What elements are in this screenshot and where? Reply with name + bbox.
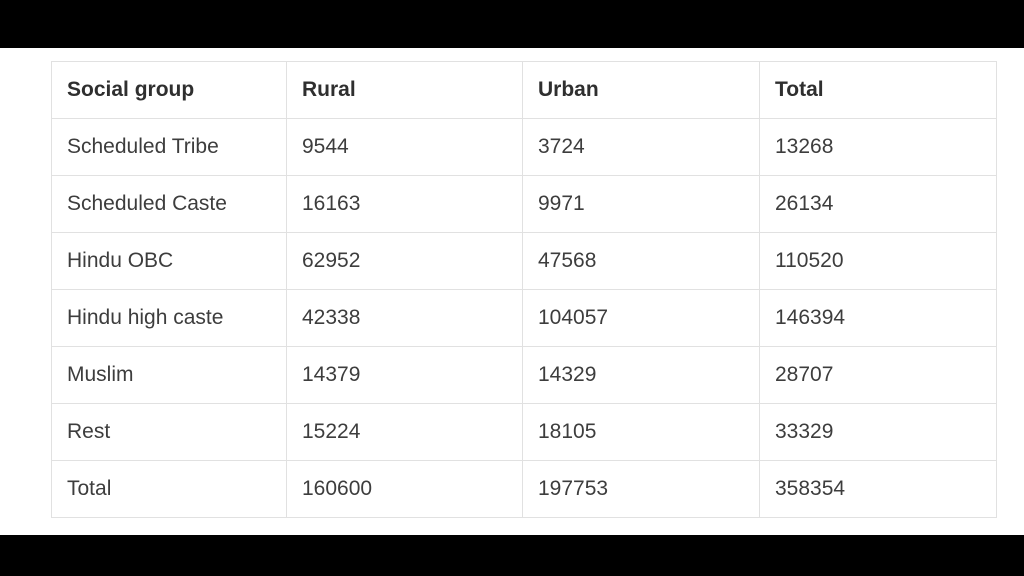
- header-urban: Urban: [522, 61, 760, 119]
- social-group-table: Social group Rural Urban Total Scheduled…: [51, 61, 997, 518]
- cell-urban: 197753: [522, 460, 760, 518]
- cell-social-group: Hindu OBC: [51, 232, 287, 290]
- cell-total: 33329: [759, 403, 997, 461]
- letterbox-bottom: [0, 535, 1024, 576]
- cell-social-group: Rest: [51, 403, 287, 461]
- letterbox-top: [0, 0, 1024, 48]
- cell-total: 26134: [759, 175, 997, 233]
- cell-social-group: Total: [51, 460, 287, 518]
- header-total: Total: [759, 61, 997, 119]
- cell-total: 146394: [759, 289, 997, 347]
- cell-urban: 104057: [522, 289, 760, 347]
- table-row: Rest 15224 18105 33329: [51, 403, 997, 461]
- cell-total: 110520: [759, 232, 997, 290]
- header-rural: Rural: [286, 61, 523, 119]
- page-content: Social group Rural Urban Total Scheduled…: [0, 48, 1024, 535]
- table-header-row: Social group Rural Urban Total: [51, 61, 997, 119]
- cell-social-group: Hindu high caste: [51, 289, 287, 347]
- table-row: Scheduled Caste 16163 9971 26134: [51, 175, 997, 233]
- cell-rural: 42338: [286, 289, 523, 347]
- cell-urban: 14329: [522, 346, 760, 404]
- cell-urban: 3724: [522, 118, 760, 176]
- cell-social-group: Scheduled Tribe: [51, 118, 287, 176]
- table-row-total: Total 160600 197753 358354: [51, 460, 997, 518]
- table-row: Muslim 14379 14329 28707: [51, 346, 997, 404]
- cell-social-group: Muslim: [51, 346, 287, 404]
- cell-urban: 47568: [522, 232, 760, 290]
- cell-social-group: Scheduled Caste: [51, 175, 287, 233]
- table-row: Scheduled Tribe 9544 3724 13268: [51, 118, 997, 176]
- header-social-group: Social group: [51, 61, 287, 119]
- cell-total: 358354: [759, 460, 997, 518]
- cell-rural: 160600: [286, 460, 523, 518]
- cell-total: 28707: [759, 346, 997, 404]
- cell-rural: 9544: [286, 118, 523, 176]
- cell-total: 13268: [759, 118, 997, 176]
- cell-rural: 16163: [286, 175, 523, 233]
- cell-urban: 9971: [522, 175, 760, 233]
- table-row: Hindu OBC 62952 47568 110520: [51, 232, 997, 290]
- cell-rural: 14379: [286, 346, 523, 404]
- cell-rural: 15224: [286, 403, 523, 461]
- cell-urban: 18105: [522, 403, 760, 461]
- cell-rural: 62952: [286, 232, 523, 290]
- table-row: Hindu high caste 42338 104057 146394: [51, 289, 997, 347]
